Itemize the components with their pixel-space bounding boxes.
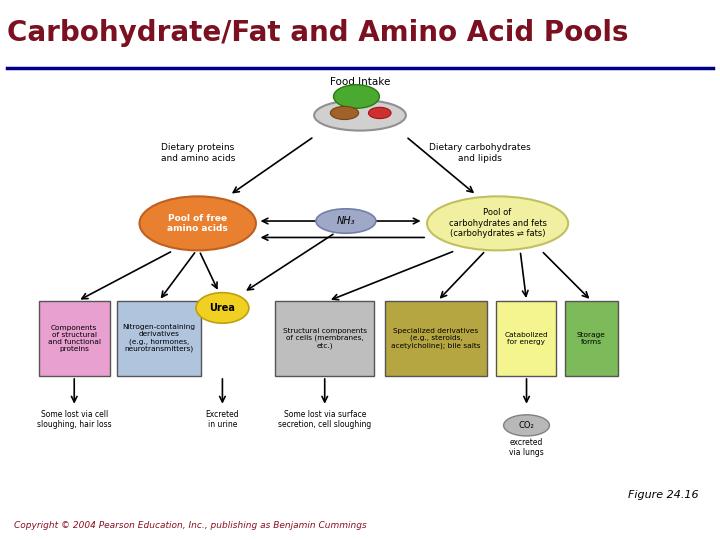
Text: Carbohydrate/Fat and Amino Acid Pools: Carbohydrate/Fat and Amino Acid Pools: [7, 19, 629, 47]
Text: Some lost via cell
sloughing, hair loss: Some lost via cell sloughing, hair loss: [37, 410, 112, 429]
Text: Specialized derivatives
(e.g., steroids,
acetylcholine); bile salts: Specialized derivatives (e.g., steroids,…: [391, 328, 481, 349]
Ellipse shape: [369, 107, 391, 119]
Text: Structural components
of cells (membranes,
etc.): Structural components of cells (membrane…: [283, 328, 366, 349]
Text: Dietary carbohydrates
and lipids: Dietary carbohydrates and lipids: [429, 143, 531, 163]
FancyBboxPatch shape: [275, 301, 374, 376]
Text: Pool of
carbohydrates and fets
(carbohydrates ⇌ fats): Pool of carbohydrates and fets (carbohyd…: [449, 208, 546, 238]
Text: Food Intake: Food Intake: [330, 77, 390, 87]
Text: Urea: Urea: [210, 303, 235, 313]
Text: Components
of structural
and functional
proteins: Components of structural and functional …: [48, 325, 101, 352]
Ellipse shape: [196, 293, 249, 323]
Text: NH₃: NH₃: [337, 216, 355, 226]
Text: Copyright © 2004 Pearson Education, Inc., publishing as Benjamin Cummings: Copyright © 2004 Pearson Education, Inc.…: [14, 521, 367, 530]
Text: Some lost via surface
secretion, cell sloughing: Some lost via surface secretion, cell sl…: [278, 410, 372, 429]
FancyBboxPatch shape: [496, 301, 556, 376]
FancyBboxPatch shape: [384, 301, 487, 376]
Text: Excreted
in urine: Excreted in urine: [206, 410, 239, 429]
Ellipse shape: [427, 197, 568, 251]
FancyBboxPatch shape: [39, 301, 109, 376]
Ellipse shape: [316, 209, 376, 233]
FancyBboxPatch shape: [117, 301, 201, 376]
Ellipse shape: [333, 85, 379, 108]
Ellipse shape: [503, 415, 549, 436]
Ellipse shape: [140, 197, 256, 251]
Text: excreted
via lungs: excreted via lungs: [509, 438, 544, 457]
Ellipse shape: [330, 106, 359, 119]
Ellipse shape: [314, 100, 406, 131]
Text: Nitrogen-containing
derivatives
(e.g., hormones,
neurotransmitters): Nitrogen-containing derivatives (e.g., h…: [122, 325, 195, 353]
Text: Catabolized
for energy: Catabolized for energy: [504, 332, 548, 345]
Text: CO₂: CO₂: [518, 421, 534, 430]
Text: Pool of free
amino acids: Pool of free amino acids: [167, 214, 228, 233]
Text: Figure 24.16: Figure 24.16: [628, 489, 698, 500]
Text: Dietary proteins
and amino acids: Dietary proteins and amino acids: [161, 143, 235, 163]
Text: Storage
forms: Storage forms: [577, 332, 606, 345]
FancyBboxPatch shape: [564, 301, 618, 376]
